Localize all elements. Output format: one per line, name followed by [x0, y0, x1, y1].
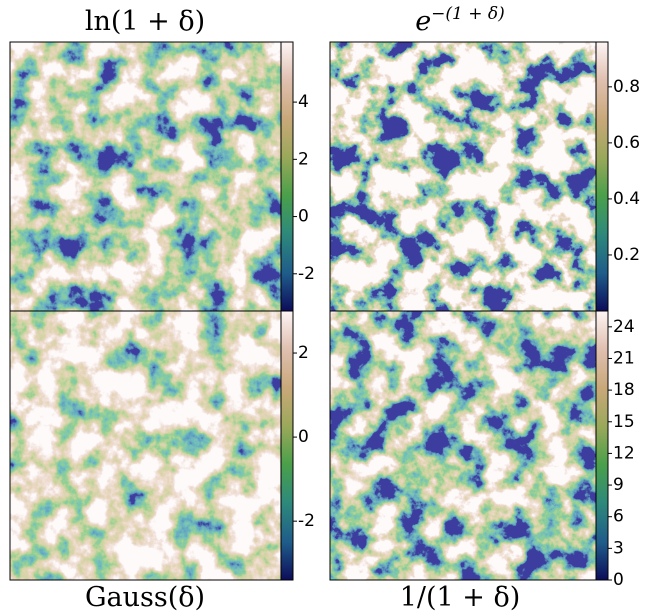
colorbar-tick-label: 0	[298, 427, 309, 447]
density-map	[330, 42, 596, 311]
colorbar	[280, 310, 294, 581]
colorbar-tick-label: 0.2	[613, 245, 640, 265]
colorbar-tick-label: 21	[613, 348, 635, 368]
colorbar-tick-label: 2	[298, 149, 309, 169]
colorbar	[595, 310, 609, 581]
colorbar-tick-label: 0.4	[613, 189, 640, 209]
colorbar-tick-label: 24	[613, 317, 635, 337]
colorbar-tick-label: 3	[613, 538, 624, 558]
density-map	[10, 311, 281, 580]
density-map	[10, 42, 281, 311]
colorbar-tick-label: 15	[613, 412, 635, 432]
colorbar-tick-label: 0.6	[613, 133, 640, 153]
panel-title: ln(1 + δ)	[85, 6, 205, 37]
colorbar-tick-label: 2	[298, 343, 309, 363]
colorbar-tick-label: -2	[298, 264, 315, 284]
panel-title: Gauss(δ)	[85, 582, 205, 613]
colorbar-tick-label: 6	[613, 507, 624, 527]
colorbar-tick-label: 18	[613, 380, 635, 400]
colorbar	[595, 41, 609, 312]
panel-title: 1/(1 + δ)	[400, 582, 521, 613]
panel-title: e−(1 + δ)	[415, 4, 505, 37]
colorbar	[280, 41, 294, 312]
colorbar-tick-label: 9	[613, 475, 624, 495]
colorbar-tick-label: 0.8	[613, 77, 640, 97]
colorbar-tick-label: 0	[298, 207, 309, 227]
density-map	[330, 311, 596, 580]
colorbar-tick-label: -2	[298, 511, 315, 531]
colorbar-tick-label: 12	[613, 443, 635, 463]
colorbar-tick-label: 4	[298, 92, 309, 112]
colorbar-tick-label: 0	[613, 570, 624, 590]
